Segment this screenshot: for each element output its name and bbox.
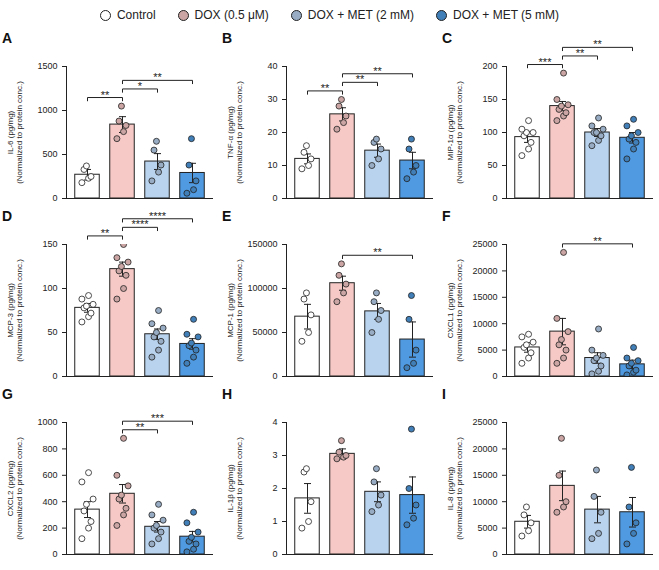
svg-text:5000: 5000 — [477, 345, 497, 355]
svg-text:**: ** — [593, 235, 602, 247]
svg-text:500: 500 — [42, 149, 57, 159]
svg-text:MCP-1 (pg/mg)(Normalized to pr: MCP-1 (pg/mg)(Normalized to protein conc… — [226, 259, 244, 362]
html-text:F: F — [442, 208, 451, 224]
html-text:Control: Control — [116, 8, 156, 22]
svg-text:0: 0 — [492, 549, 497, 559]
svg-text:*: * — [138, 80, 143, 92]
svg-text:0: 0 — [52, 193, 57, 203]
svg-text:1000: 1000 — [37, 417, 57, 427]
html-text:DOX + MET (5 mM): DOX + MET (5 mM) — [453, 8, 560, 22]
svg-text:***: *** — [539, 56, 553, 68]
svg-text:600: 600 — [42, 470, 57, 480]
svg-text:0: 0 — [272, 193, 277, 203]
svg-text:15000: 15000 — [472, 470, 497, 480]
svg-text:****: **** — [149, 210, 167, 222]
svg-text:1000: 1000 — [37, 105, 57, 115]
html-text:DOX + MET (2 mM): DOX + MET (2 mM) — [307, 8, 414, 22]
svg-text:**: ** — [101, 227, 110, 239]
svg-text:4: 4 — [272, 417, 277, 427]
svg-text:50: 50 — [487, 160, 497, 170]
svg-text:20000: 20000 — [472, 266, 497, 276]
svg-text:3: 3 — [272, 450, 277, 460]
svg-text:30: 30 — [267, 94, 277, 104]
svg-text:10000: 10000 — [472, 497, 497, 507]
svg-text:IL-8 (pg/mg)(Normalized to pro: IL-8 (pg/mg)(Normalized to protein conc.… — [446, 437, 464, 540]
svg-text:100000: 100000 — [247, 283, 277, 293]
svg-text:0: 0 — [492, 371, 497, 381]
svg-text:MIP-1α (pg/mg)(Normalized to p: MIP-1α (pg/mg)(Normalized to protein con… — [446, 81, 464, 184]
svg-text:**: ** — [153, 71, 162, 83]
svg-text:**: ** — [101, 89, 110, 101]
svg-text:15000: 15000 — [472, 292, 497, 302]
html-text:D: D — [2, 208, 13, 224]
svg-text:IL-1β (pg/mg)(Normalized to pr: IL-1β (pg/mg)(Normalized to protein conc… — [226, 437, 244, 540]
svg-text:1: 1 — [272, 516, 277, 526]
svg-text:0: 0 — [492, 193, 497, 203]
svg-text:0: 0 — [272, 371, 277, 381]
html-text:B: B — [222, 30, 233, 46]
svg-text:**: ** — [373, 65, 382, 77]
svg-text:150: 150 — [42, 239, 57, 249]
html-text:A: A — [2, 30, 13, 46]
svg-text:25000: 25000 — [472, 239, 497, 249]
svg-text:200: 200 — [482, 61, 497, 71]
svg-text:***: *** — [151, 412, 165, 424]
svg-text:**: ** — [356, 73, 365, 85]
html-text:C: C — [442, 30, 453, 46]
svg-text:0: 0 — [52, 549, 57, 559]
html-text:G: G — [2, 386, 13, 402]
svg-text:100: 100 — [482, 127, 497, 137]
svg-text:150000: 150000 — [247, 239, 277, 249]
svg-text:TNF-α (pg/mg)(Normalized to pr: TNF-α (pg/mg)(Normalized to protein conc… — [226, 81, 244, 184]
svg-text:**: ** — [593, 38, 602, 50]
html-text:E: E — [222, 208, 232, 224]
svg-text:100: 100 — [42, 283, 57, 293]
svg-text:400: 400 — [42, 497, 57, 507]
svg-text:20000: 20000 — [472, 444, 497, 454]
svg-text:800: 800 — [42, 444, 57, 454]
svg-text:**: ** — [321, 82, 330, 94]
svg-text:CXCL2 (pg/mg)(Normalized to pr: CXCL2 (pg/mg)(Normalized to protein conc… — [6, 437, 24, 540]
svg-text:40: 40 — [267, 61, 277, 71]
svg-text:**: ** — [373, 246, 382, 258]
svg-text:0: 0 — [52, 371, 57, 381]
svg-text:**: ** — [136, 421, 145, 433]
svg-text:5000: 5000 — [477, 523, 497, 533]
html-text:I: I — [442, 386, 446, 402]
svg-text:IL-6 (pg/mg)(Normalized to pro: IL-6 (pg/mg)(Normalized to protein conc.… — [6, 81, 24, 184]
svg-text:MCP-3 (pg/mg)(Normalized to pr: MCP-3 (pg/mg)(Normalized to protein conc… — [6, 259, 24, 362]
svg-text:****: **** — [131, 218, 149, 230]
svg-text:2: 2 — [272, 483, 277, 493]
svg-text:10: 10 — [267, 160, 277, 170]
svg-text:0: 0 — [272, 549, 277, 559]
svg-text:25000: 25000 — [472, 417, 497, 427]
svg-text:**: ** — [576, 47, 585, 59]
svg-text:20: 20 — [267, 127, 277, 137]
html-text:DOX (0.5 μM): DOX (0.5 μM) — [194, 8, 269, 22]
svg-text:200: 200 — [42, 523, 57, 533]
svg-text:150: 150 — [482, 94, 497, 104]
svg-text:50: 50 — [47, 327, 57, 337]
html-text:H: H — [222, 386, 233, 402]
svg-text:10000: 10000 — [472, 319, 497, 329]
svg-text:50000: 50000 — [252, 327, 277, 337]
svg-text:CXCL1 (pg/mg)(Normalized to pr: CXCL1 (pg/mg)(Normalized to protein conc… — [446, 259, 464, 362]
svg-text:1500: 1500 — [37, 61, 57, 71]
